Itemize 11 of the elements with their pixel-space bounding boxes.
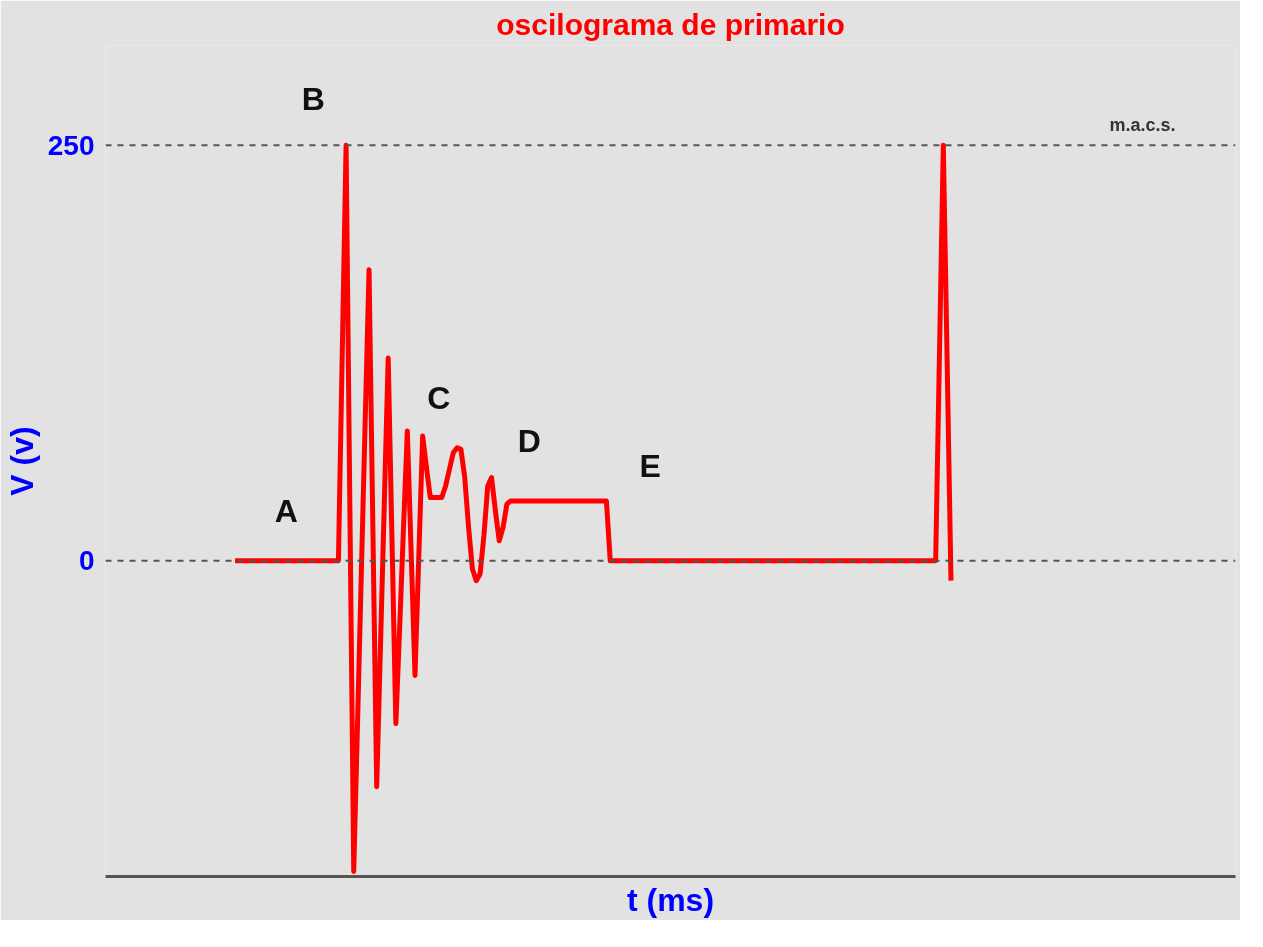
chart-title: oscilograma de primario [496,7,845,41]
y-tick-label: 0 [78,545,95,577]
annotation: C [427,380,451,417]
ref-line-label: m.a.c.s. [1109,115,1176,136]
annotation: A [274,493,298,530]
x-axis-title: t (ms) [626,881,715,918]
annotation: B [301,80,325,117]
y-tick-label: 250 [47,129,95,161]
annotation: E [639,448,661,485]
y-axis-title: V (v) [3,426,40,496]
annotation: D [517,423,541,460]
